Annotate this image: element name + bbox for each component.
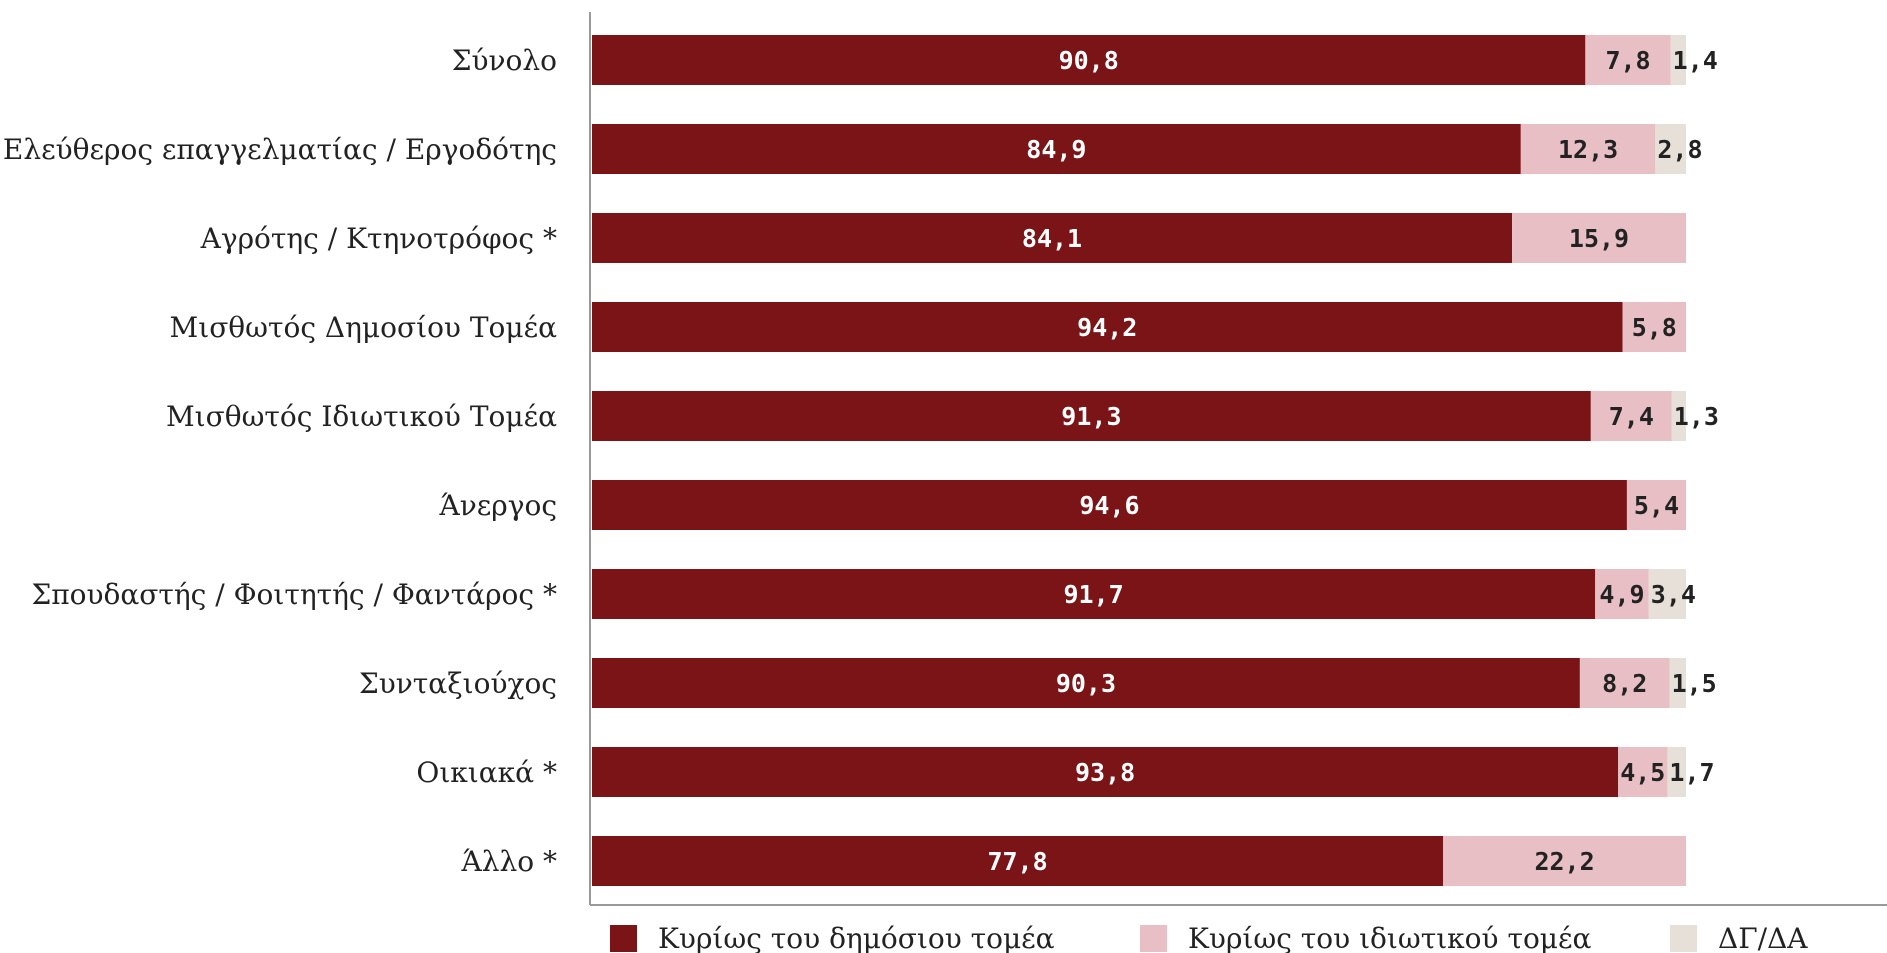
bar-segment xyxy=(592,391,1591,441)
category-label: Συνταξιούχος xyxy=(359,667,557,700)
bar-segment xyxy=(592,836,1444,886)
bar-segment xyxy=(1655,124,1686,174)
bars-layer: 90,8 7,8 1,4 84,9 12,3 2,8 84,1 15,9 94,2 5,8 91,3… xyxy=(592,35,1719,886)
data-label: 5,4 xyxy=(1634,491,1679,520)
bar-segment xyxy=(592,35,1586,85)
data-label: 77,8 xyxy=(987,847,1047,876)
legend: Κυρίως του δημόσιου τομέα Κυρίως του ιδιω… xyxy=(610,922,1808,953)
category-label: Άλλο * xyxy=(461,845,557,878)
bar-segment xyxy=(1648,569,1686,619)
bar-segment xyxy=(1512,213,1686,263)
bar-segment xyxy=(592,124,1521,174)
bar-segment xyxy=(1671,391,1686,441)
bar-segment xyxy=(592,569,1596,619)
data-label: 4,9 xyxy=(1599,580,1644,609)
bar-segment xyxy=(592,747,1619,797)
category-label: Άνεργος xyxy=(439,489,557,522)
data-label: 1,7 xyxy=(1669,758,1714,787)
data-label: 7,8 xyxy=(1605,46,1650,75)
bar-segment xyxy=(592,480,1627,530)
data-label: 91,3 xyxy=(1061,402,1121,431)
data-label: 2,8 xyxy=(1657,135,1702,164)
bar-segment xyxy=(1626,480,1686,530)
data-label: 12,3 xyxy=(1558,135,1618,164)
data-label: 90,3 xyxy=(1056,669,1116,698)
data-label: 1,4 xyxy=(1673,46,1718,75)
category-label: Σύνολο xyxy=(452,44,557,77)
data-label: 22,2 xyxy=(1534,847,1594,876)
data-label: 1,5 xyxy=(1672,669,1717,698)
bar-segment xyxy=(592,658,1580,708)
bar-segment xyxy=(592,213,1513,263)
data-label: 94,6 xyxy=(1079,491,1139,520)
legend-swatch xyxy=(1140,925,1167,952)
category-label: Αγρότης / Κτηνοτρόφος * xyxy=(200,222,557,255)
data-label: 91,7 xyxy=(1063,580,1123,609)
legend-swatch xyxy=(610,925,637,952)
category-label: Μισθωτός Ιδιωτικού Τομέα xyxy=(166,400,557,433)
data-label: 1,3 xyxy=(1674,402,1719,431)
data-label: 3,4 xyxy=(1651,580,1696,609)
legend-label: ΔΓ/ΔΑ xyxy=(1718,922,1808,953)
bar-segment xyxy=(1590,391,1672,441)
bar-segment xyxy=(1622,302,1686,352)
category-label: Ελεύθερος επαγγελματίας / Εργοδότης xyxy=(3,133,557,166)
bar-segment xyxy=(1670,35,1686,85)
data-label: 94,2 xyxy=(1077,313,1137,342)
category-labels: Σύνολο Ελεύθερος επαγγελματίας / Εργοδότη… xyxy=(3,44,557,878)
data-label: 8,2 xyxy=(1602,669,1647,698)
data-label: 5,8 xyxy=(1632,313,1677,342)
data-label: 15,9 xyxy=(1569,224,1629,253)
bar-segment xyxy=(1520,124,1656,174)
bar-segment xyxy=(1585,35,1671,85)
bar-segment xyxy=(1618,747,1668,797)
data-label: 84,1 xyxy=(1022,224,1082,253)
data-label: 7,4 xyxy=(1609,402,1654,431)
legend-label: Κυρίως του δημόσιου τομέα xyxy=(658,922,1055,953)
data-label: 90,8 xyxy=(1059,46,1119,75)
legend-swatch xyxy=(1670,925,1697,952)
category-label: Μισθωτός Δημοσίου Τομέα xyxy=(170,311,558,344)
bar-segment xyxy=(592,302,1623,352)
data-label: 84,9 xyxy=(1026,135,1086,164)
bar-segment xyxy=(1579,658,1670,708)
category-label: Οικιακά * xyxy=(416,756,557,789)
bar-segment xyxy=(1595,569,1649,619)
data-label: 4,5 xyxy=(1620,758,1665,787)
bar-segment xyxy=(1669,658,1686,708)
data-label: 93,8 xyxy=(1075,758,1135,787)
legend-label: Κυρίως του ιδιωτικού τομέα xyxy=(1188,922,1592,953)
category-label: Σπουδαστής / Φοιτητής / Φαντάρος * xyxy=(31,578,557,611)
bar-segment xyxy=(1443,836,1686,886)
bar-segment xyxy=(1667,747,1686,797)
